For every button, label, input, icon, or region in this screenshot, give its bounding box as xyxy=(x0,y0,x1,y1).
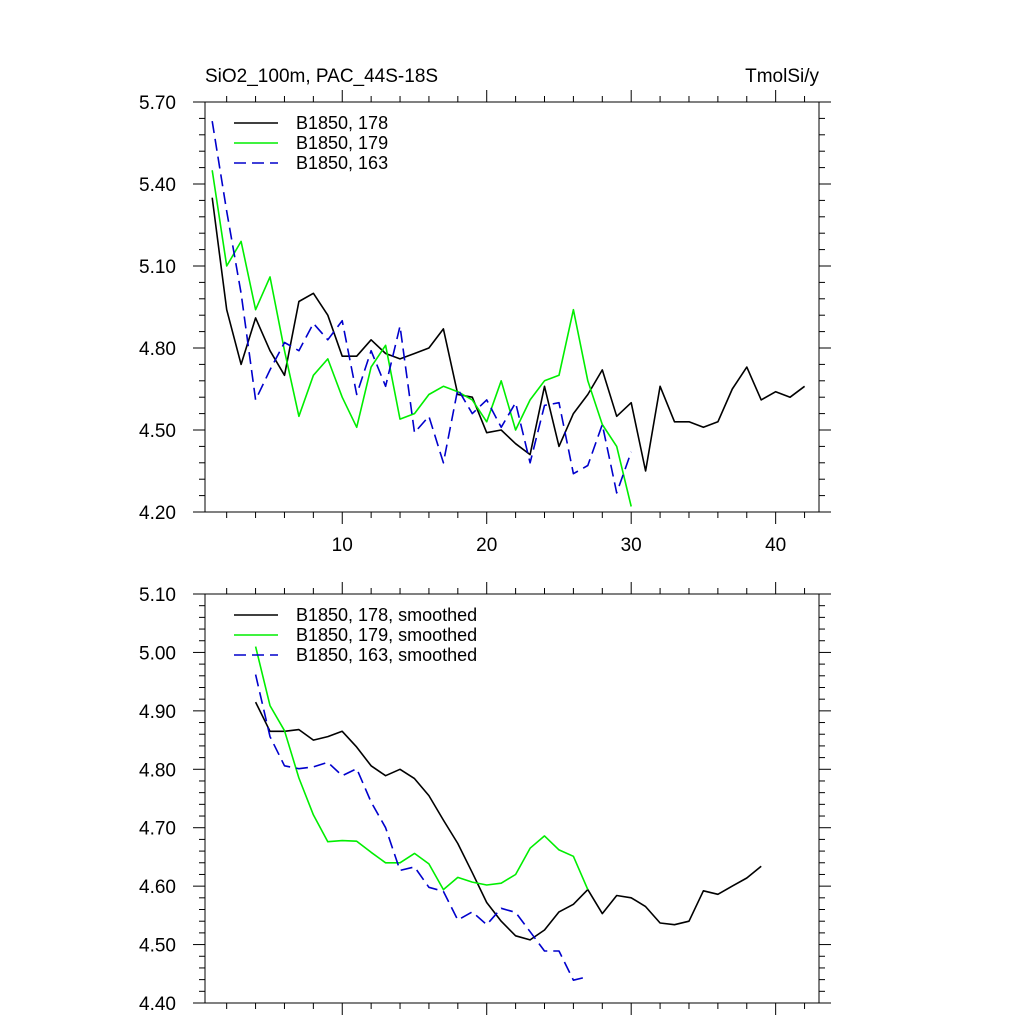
plot-frame xyxy=(204,593,820,1004)
x-tick-label: 30 xyxy=(621,535,642,556)
y-tick-label: 4.70 xyxy=(139,819,176,840)
legend-label: B1850, 163, smoothed xyxy=(296,645,477,665)
smoothed-panel: 4.40 4.50 4.60 4.70 4.80 4.90 5.00 5.10 B1850, 1… xyxy=(139,582,831,1015)
y-tick-label: 4.60 xyxy=(139,877,176,898)
chart-title: SiO2_100m, PAC_44S-18S xyxy=(205,66,438,87)
legend-label: B1850, 178 xyxy=(296,113,388,133)
plot-frame xyxy=(204,101,820,513)
y-tick-label: 5.70 xyxy=(139,93,176,114)
y-tick-label: 4.80 xyxy=(139,339,176,360)
y-tick-label: 5.10 xyxy=(139,585,176,606)
series-line xyxy=(211,120,632,494)
chart-units: TmolSi/y xyxy=(745,66,819,87)
y-tick-label: 4.90 xyxy=(139,702,176,723)
raw-panel: 10 20 30 40 4.20 4.50 4.80 5.10 5.40 5.70 B1850, 1… xyxy=(139,90,831,556)
y-tick-label: 4.80 xyxy=(139,760,176,781)
legend-label: B1850, 179 xyxy=(296,133,388,153)
y-tick-label: 4.50 xyxy=(139,936,176,957)
legend-label: B1850, 179, smoothed xyxy=(296,625,477,645)
y-tick-label: 5.40 xyxy=(139,175,176,196)
series-line xyxy=(254,646,589,891)
y-tick-label: 5.00 xyxy=(139,643,176,664)
y-tick-label: 4.20 xyxy=(139,503,176,524)
x-tick-label: 20 xyxy=(476,535,497,556)
series-line xyxy=(211,170,632,507)
series-line xyxy=(211,197,806,472)
x-tick-label: 10 xyxy=(332,535,353,556)
series-line xyxy=(254,701,762,941)
x-tick-label: 40 xyxy=(765,535,786,556)
y-tick-label: 4.40 xyxy=(139,994,176,1015)
y-tick-label: 5.10 xyxy=(139,257,176,278)
y-tick-label: 4.50 xyxy=(139,421,176,442)
legend-label: B1850, 178, smoothed xyxy=(296,605,477,625)
series-line xyxy=(254,674,588,982)
legend-label: B1850, 163 xyxy=(296,153,388,173)
